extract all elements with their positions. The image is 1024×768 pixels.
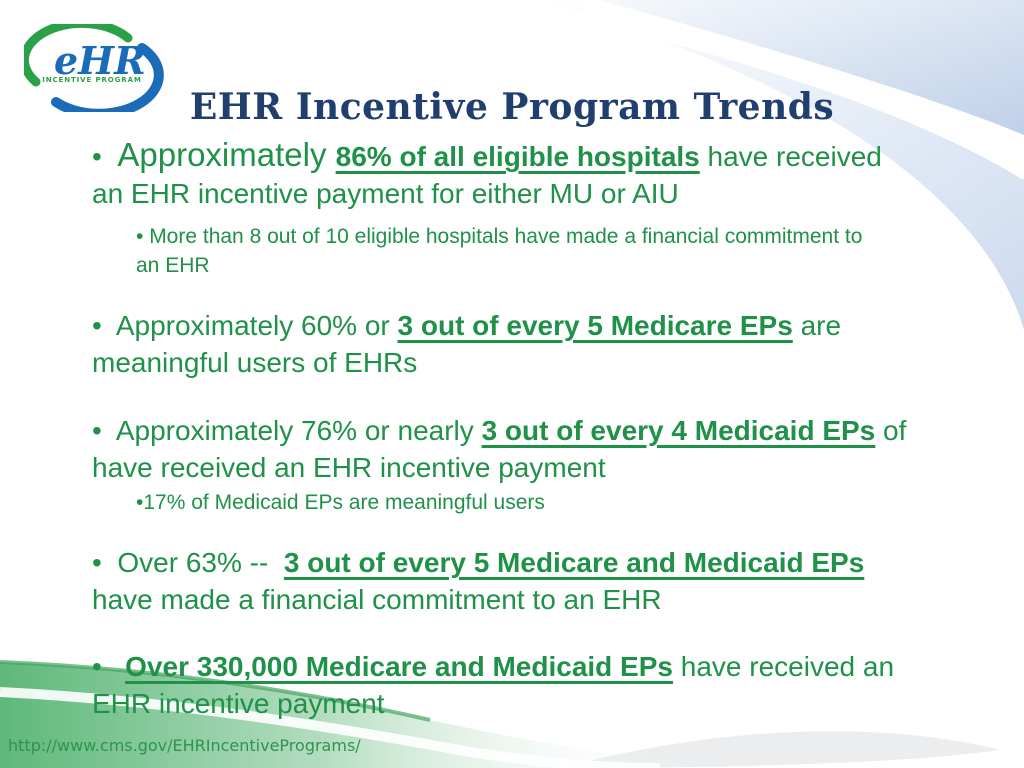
bullet-text: have received [699, 141, 882, 172]
bullet-medicare-medicaid-commitment: • Over 63% -- 3 out of every 5 Medicare … [92, 544, 972, 618]
bullet-330000-eps: • Over 330,000 Medicare and Medicaid EPs… [92, 648, 972, 722]
bullet-text: Approximately 60% or [115, 310, 398, 341]
bullet-hospitals: • Approximately 86% of all eligible hosp… [92, 136, 972, 212]
bullet-text: Over 63% -- [117, 547, 284, 578]
bullet-text: an EHR incentive payment for either MU o… [92, 178, 679, 209]
slide-body: • Approximately 86% of all eligible hosp… [92, 136, 972, 722]
bullet-text: have received an EHR incentive payment [92, 452, 606, 483]
bullet-text: have made a financial commitment to an E… [92, 584, 662, 615]
bullet-text: Approximately 76% or nearly [115, 415, 482, 446]
bullet-text: EHR incentive payment [92, 688, 385, 719]
bullet-emphasis: 3 out of every 5 Medicare and Medicaid E… [283, 547, 865, 578]
bullet-text: More than 8 out of 10 eligible hospitals… [149, 225, 863, 248]
bullet-marker: • [92, 141, 118, 172]
subbullet-medicaid-meaningful: •17% of Medicaid EPs are meaningful user… [136, 488, 972, 517]
bullet-text: 17% of Medicaid EPs are meaningful users [143, 491, 545, 514]
bullet-text: meaningful users of EHRs [92, 347, 418, 378]
bullet-text: an EHR [136, 254, 210, 277]
footer-cms-link[interactable]: http://www.cms.gov/EHRIncentivePrograms/ [8, 736, 361, 755]
logo-green-arc [24, 24, 133, 87]
bullet-marker: • [92, 310, 116, 341]
bullet-marker: • [92, 547, 118, 578]
bullet-emphasis: 3 out of every 5 Medicare EPs [397, 310, 793, 341]
bullet-emphasis: 3 out of every 4 Medicaid EPs [481, 415, 876, 446]
bullet-marker: • [136, 225, 150, 248]
ehr-incentive-program-logo: eHR INCENTIVE PROGRAM [24, 24, 164, 112]
bullet-text: of [875, 415, 907, 446]
bullet-marker: • [136, 491, 144, 514]
bullet-text: have received an [672, 651, 895, 682]
bullet-marker: • [92, 651, 126, 682]
swoosh-bottom-gray [560, 731, 1000, 768]
subbullet-hospitals-commitment: • More than 8 out of 10 eligible hospita… [136, 222, 972, 280]
bullet-marker: • [92, 415, 116, 446]
logo-brand-text: eHR [54, 38, 146, 83]
bullet-medicaid-eps: • Approximately 76% or nearly 3 out of e… [92, 412, 972, 486]
logo-blue-arc [51, 43, 164, 112]
bullet-text: are [792, 310, 842, 341]
bullet-emphasis: Over 330,000 Medicare and Medicaid EPs [125, 651, 673, 682]
logo-tagline-text: INCENTIVE PROGRAM [42, 76, 142, 84]
bullet-text: Approximately [117, 136, 336, 173]
bullet-emphasis: 86% of all eligible hospitals [335, 141, 700, 172]
bullet-medicare-eps: • Approximately 60% or 3 out of every 5 … [92, 307, 972, 381]
